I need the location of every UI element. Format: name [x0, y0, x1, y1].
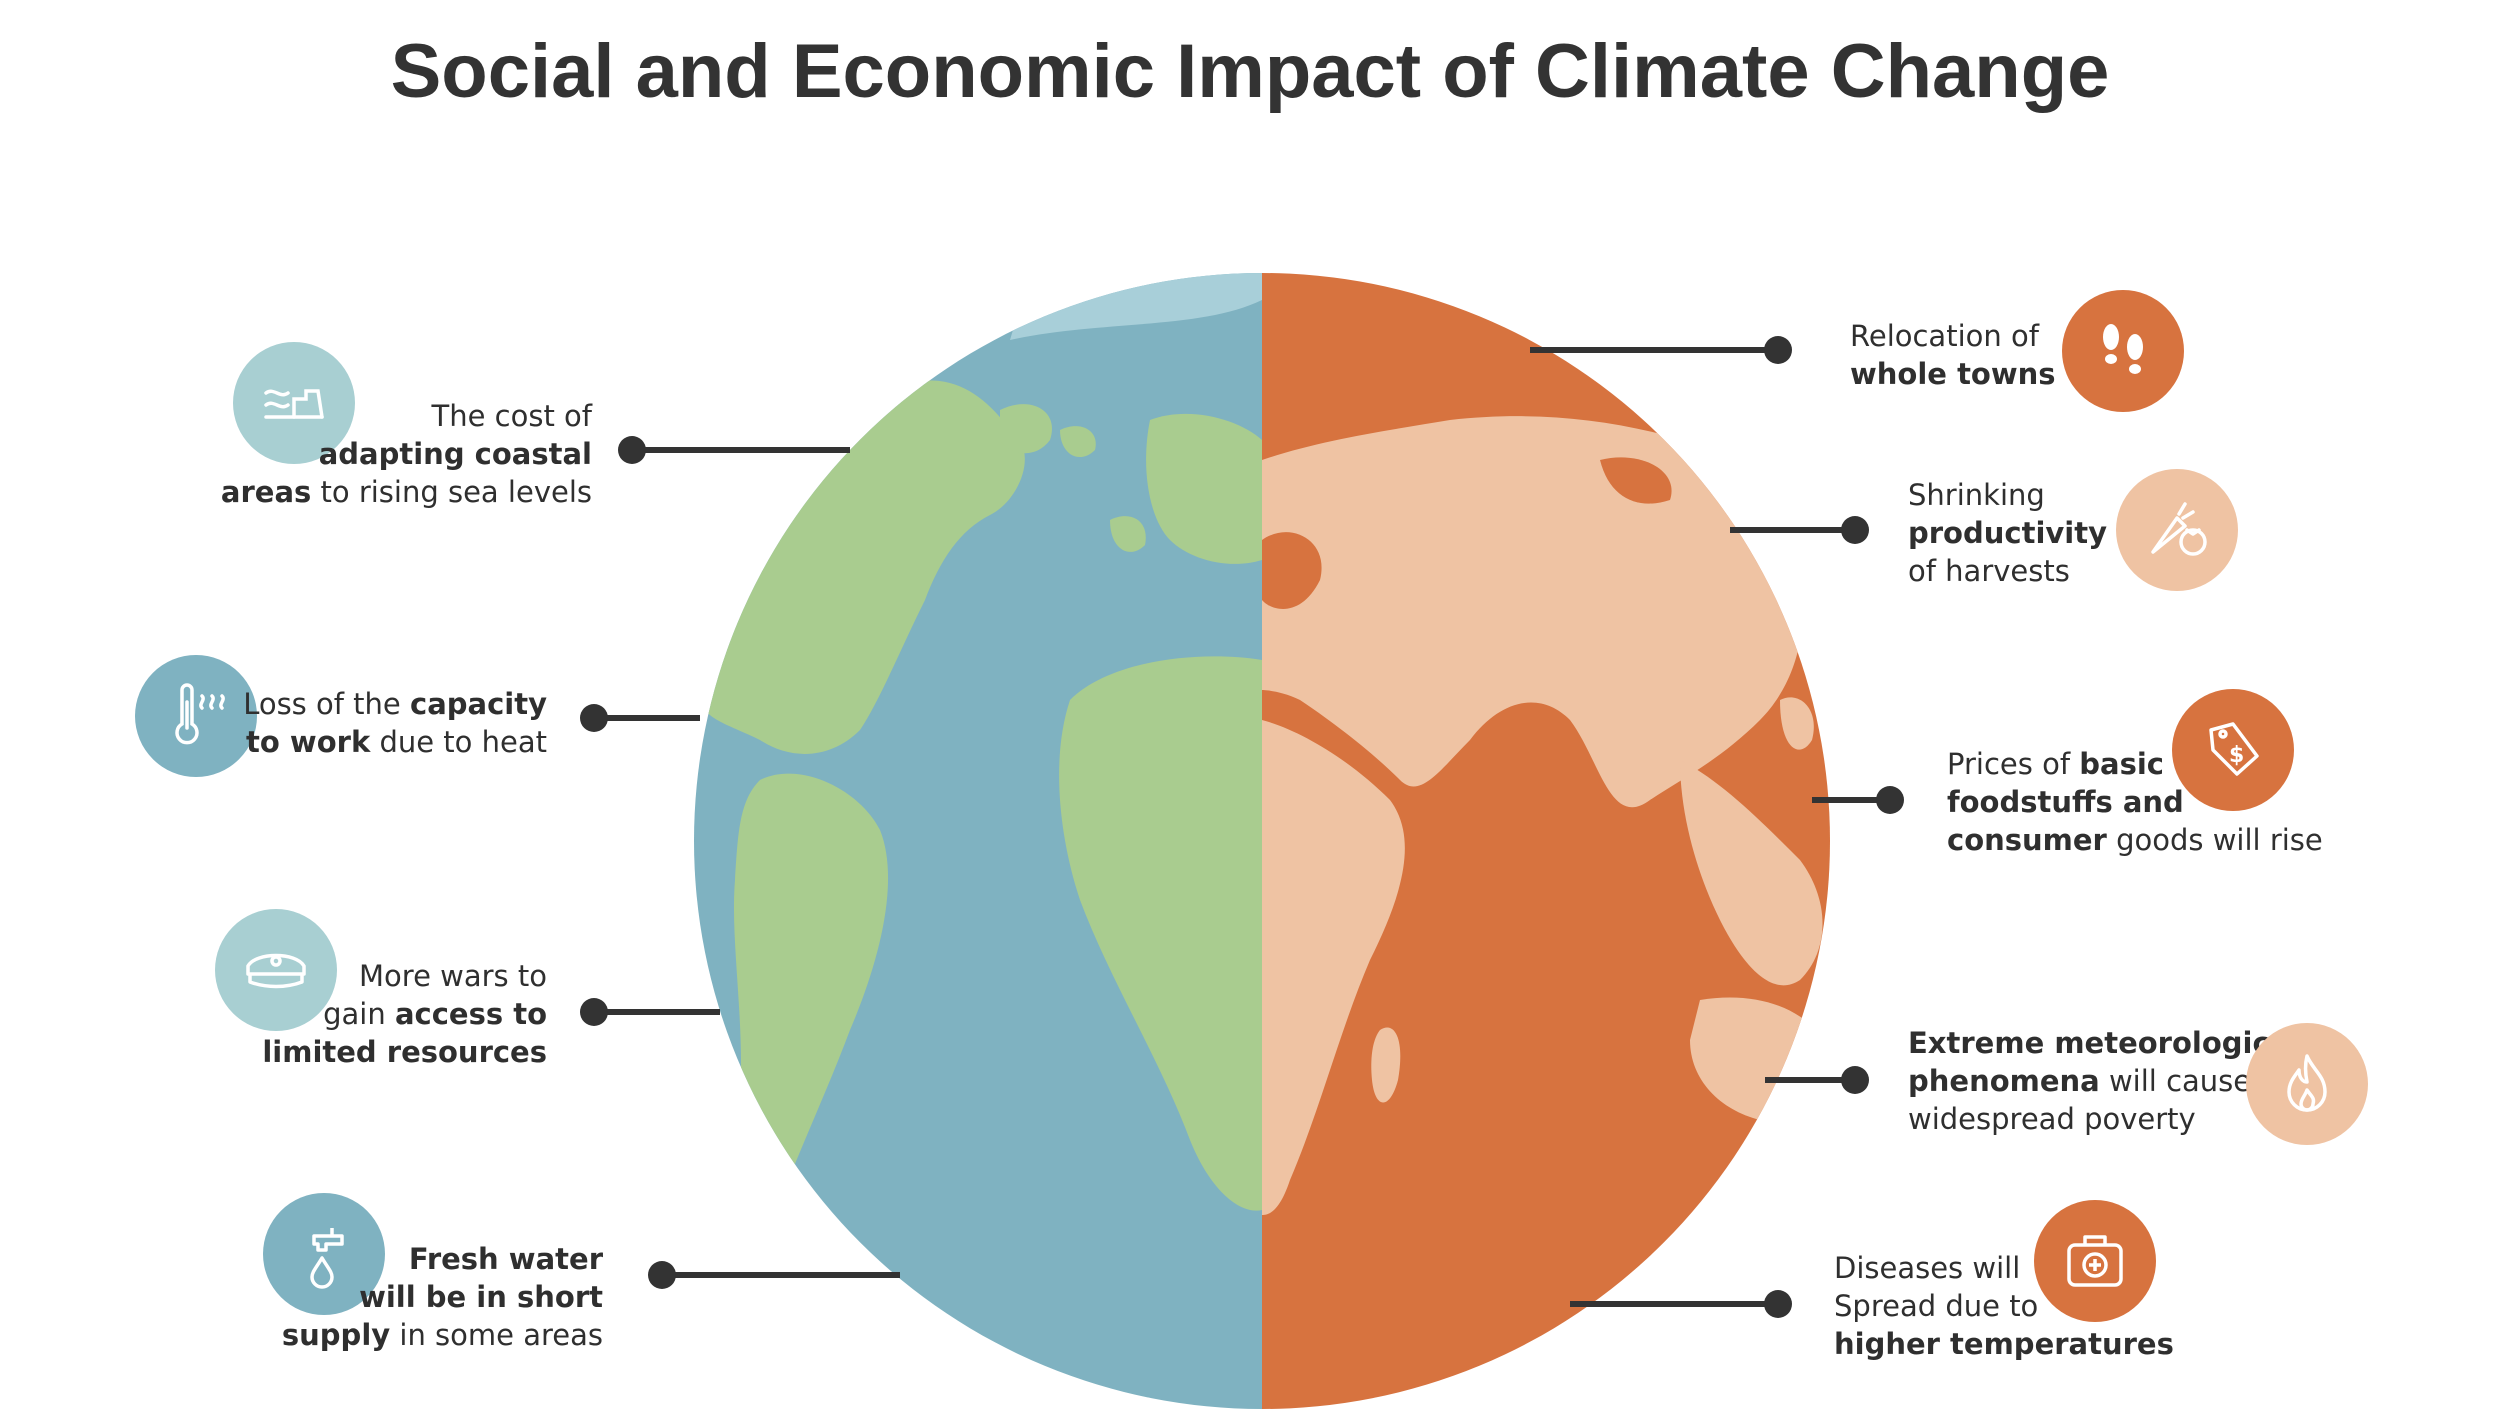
first-aid-kit-icon: [2034, 1200, 2156, 1322]
military-cap-icon: [215, 909, 337, 1031]
thermometer-heat-icon: [135, 655, 257, 777]
label-coastal-adaptation: The cost of adapting coastal areas to ri…: [220, 399, 592, 509]
connector-dot-right-1: [1764, 336, 1792, 364]
connector-dot-right-2: [1841, 516, 1869, 544]
svg-text:$: $: [2229, 743, 2244, 768]
connector-dot-right-4: [1841, 1066, 1869, 1094]
label-prices-rise: Prices of basic foodstuffs and consumer …: [1947, 747, 2323, 857]
globe-left-half: [694, 273, 1262, 1409]
label-fresh-water: Fresh water will be in short supply in s…: [281, 1242, 603, 1352]
connector-dot-right-5: [1764, 1290, 1792, 1318]
page-title: Social and Economic Impact of Climate Ch…: [390, 29, 2110, 114]
label-relocation: Relocation of whole towns: [1850, 319, 2056, 391]
globe-body: [694, 273, 1830, 1409]
harvest-vegetables-icon: [2116, 469, 2238, 591]
connector-lines: [580, 336, 1904, 1318]
fire-icon: [2246, 1023, 2368, 1145]
connector-dot-left-4: [648, 1261, 676, 1289]
label-harvest-productivity: Shrinking productivity of harvests: [1908, 478, 2107, 588]
footprints-icon: [2062, 290, 2184, 412]
coastal-wave-icon: [233, 342, 355, 464]
globe-right-half: [1262, 273, 1830, 1409]
label-resource-wars: More wars to gain access to limited reso…: [262, 959, 547, 1069]
label-diseases: Diseases will Spread due to higher tempe…: [1834, 1251, 2174, 1361]
connector-dot-left-3: [580, 998, 608, 1026]
connector-dot-left-2: [580, 704, 608, 732]
water-tap-icon: [263, 1193, 385, 1315]
connector-dot-right-3: [1876, 786, 1904, 814]
label-work-capacity: Loss of the capacity to work due to heat: [243, 687, 547, 759]
price-tag-dollar-icon: $: [2172, 689, 2294, 811]
label-extreme-weather: Extreme meteorological phenomena will ca…: [1908, 1026, 2300, 1136]
connector-dot-left-1: [618, 436, 646, 464]
